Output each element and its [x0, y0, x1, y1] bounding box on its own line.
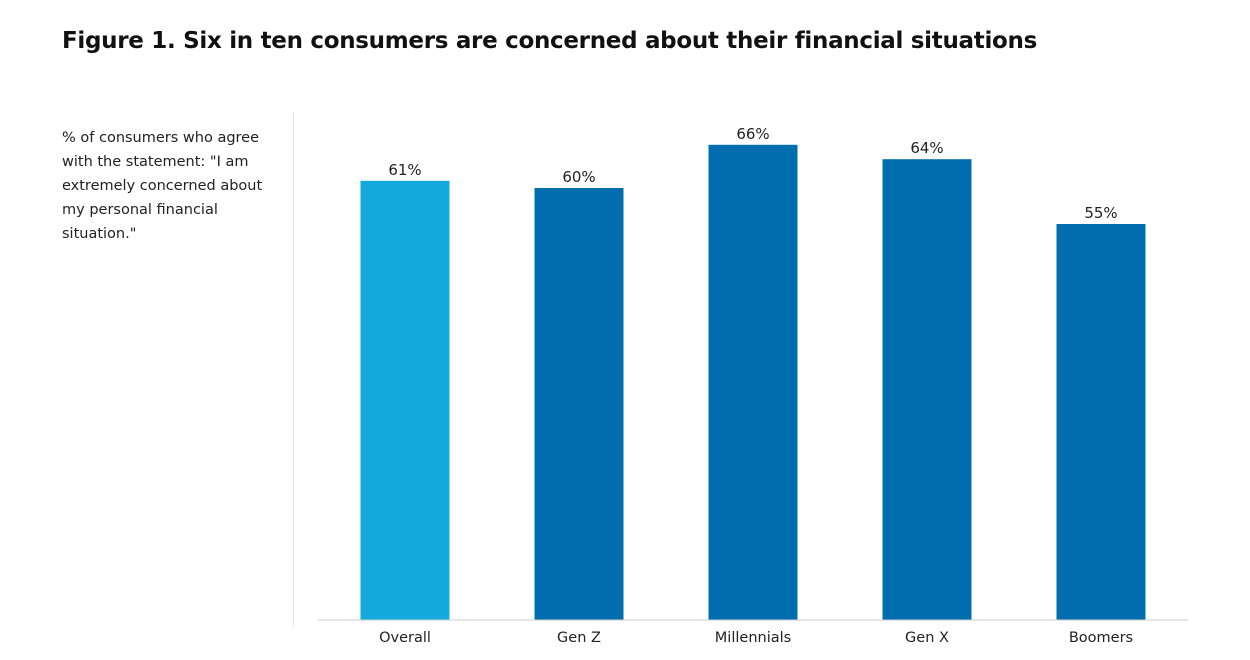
category-label-boomers: Boomers: [1069, 630, 1133, 646]
category-label-overall: Overall: [379, 630, 431, 646]
value-label-boomers: 55%: [1084, 204, 1117, 222]
chart-subtitle: % of consumers who agree with the statem…: [62, 130, 263, 242]
value-label-overall: 61%: [388, 161, 421, 179]
category-label-gen-x: Gen X: [905, 630, 949, 646]
category-label-gen-z: Gen Z: [557, 630, 601, 646]
bar-gen-z: [534, 188, 624, 620]
bar-overall: [360, 180, 450, 621]
bar-boomers: [1056, 224, 1146, 620]
bars-group: [360, 144, 1146, 621]
value-label-millennials: 66%: [736, 125, 769, 143]
panel-divider: [293, 112, 294, 626]
value-labels-group: 61% 60% 66% 64% 55%: [388, 125, 1117, 222]
bar-millennials: [708, 144, 798, 621]
value-label-gen-z: 60%: [562, 168, 595, 186]
bar-gen-x: [882, 159, 972, 620]
category-label-millennials: Millennials: [715, 630, 791, 646]
value-label-gen-x: 64%: [910, 139, 943, 157]
chart-title: Figure 1. Six in ten consumers are conce…: [62, 28, 1037, 54]
category-labels-group: Overall Gen Z Millennials Gen X Boomers: [379, 630, 1133, 646]
